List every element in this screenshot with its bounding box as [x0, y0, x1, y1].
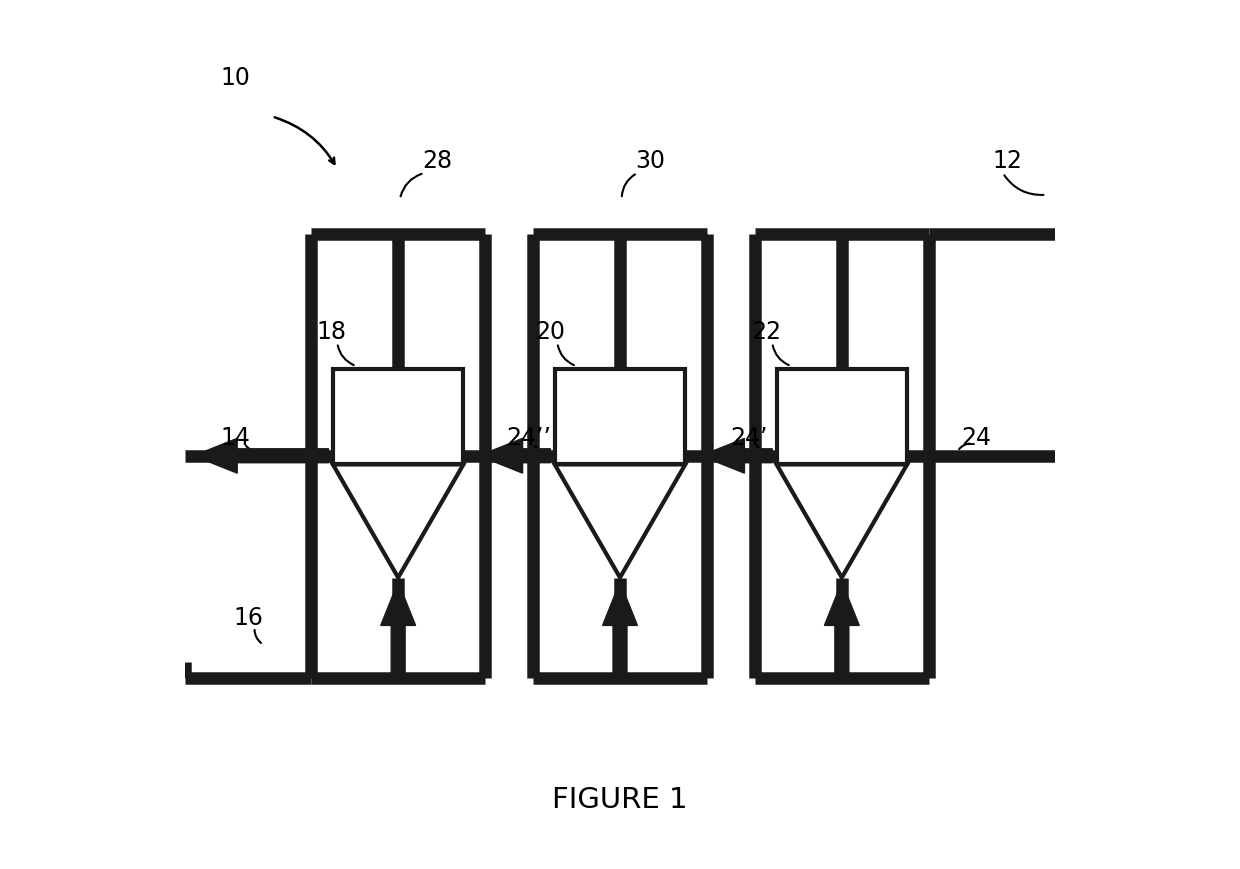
Polygon shape	[776, 465, 908, 578]
Text: 20: 20	[536, 320, 565, 344]
Text: 18: 18	[316, 320, 346, 344]
Text: 24’’: 24’’	[506, 425, 551, 449]
Text: FIGURE 1: FIGURE 1	[552, 786, 688, 813]
Bar	[554, 369, 686, 465]
Text: 22: 22	[751, 320, 781, 344]
Polygon shape	[554, 465, 686, 578]
Bar	[776, 369, 908, 465]
Polygon shape	[825, 582, 859, 673]
Polygon shape	[603, 582, 637, 673]
Text: 24: 24	[962, 425, 992, 449]
Text: 24’: 24’	[730, 425, 768, 449]
Text: 16: 16	[233, 605, 263, 629]
Text: 14: 14	[221, 425, 250, 449]
Text: 12: 12	[992, 149, 1022, 173]
Bar	[332, 369, 464, 465]
Polygon shape	[701, 439, 773, 474]
Text: 30: 30	[635, 149, 666, 173]
Polygon shape	[193, 439, 329, 474]
Polygon shape	[381, 582, 415, 673]
Polygon shape	[332, 465, 464, 578]
Polygon shape	[479, 439, 551, 474]
Text: 10: 10	[221, 66, 250, 90]
Text: 28: 28	[423, 149, 453, 173]
